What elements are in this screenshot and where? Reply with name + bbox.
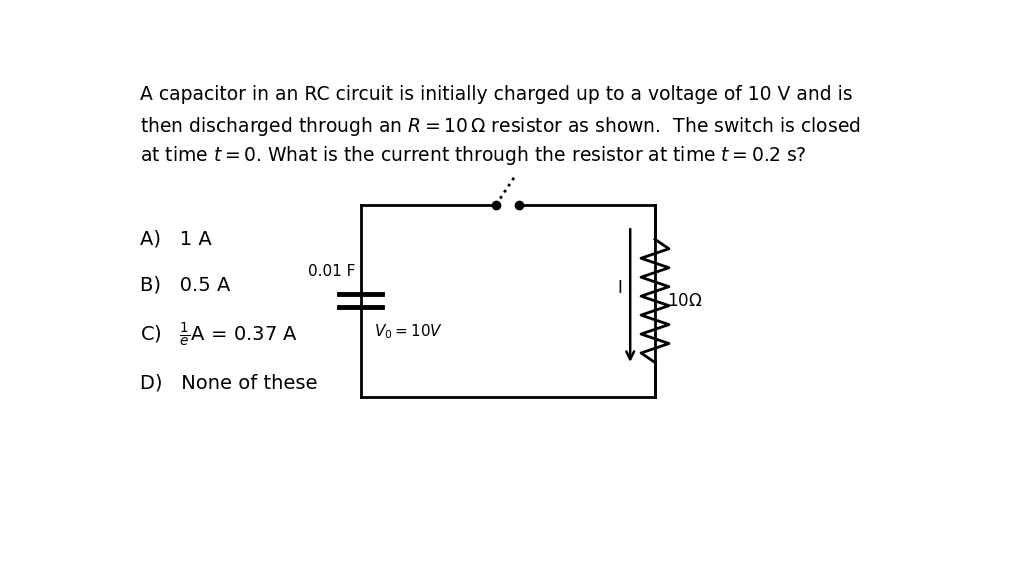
Text: 0.01 F: 0.01 F [308, 264, 356, 279]
Text: D)   None of these: D) None of these [139, 374, 317, 393]
Text: $10\Omega$: $10\Omega$ [667, 292, 701, 310]
Text: C)   $\frac{1}{e}$A = 0.37 A: C) $\frac{1}{e}$A = 0.37 A [139, 320, 297, 348]
Text: B)   0.5 A: B) 0.5 A [139, 276, 230, 295]
Text: A)   1 A: A) 1 A [139, 230, 211, 249]
Text: A capacitor in an RC circuit is initially charged up to a voltage of 10 V and is: A capacitor in an RC circuit is initiall… [139, 85, 852, 104]
Text: $V_0 = 10V$: $V_0 = 10V$ [375, 323, 443, 341]
Text: at time $t = 0$. What is the current through the resistor at time $t = 0.2$ s?: at time $t = 0$. What is the current thr… [139, 144, 806, 167]
Text: then discharged through an $R = 10\,\Omega$ resistor as shown.  The switch is cl: then discharged through an $R = 10\,\Ome… [139, 115, 860, 138]
Text: I: I [617, 279, 623, 297]
